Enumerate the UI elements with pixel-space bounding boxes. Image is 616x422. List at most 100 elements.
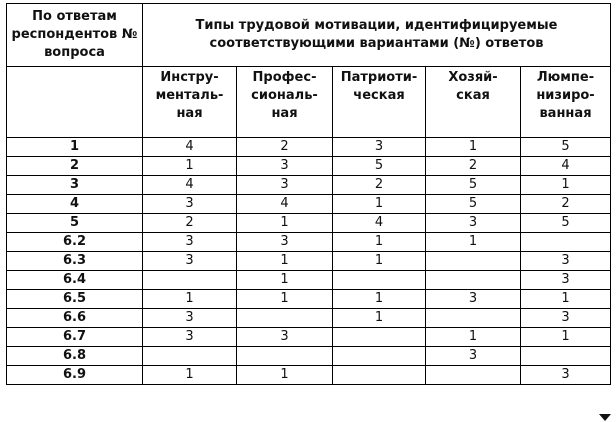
- question-number: 5: [6, 213, 143, 233]
- answer-cell: [519, 232, 612, 252]
- column-header-row: Инстру- менталь- ная Профес- сиональ- ная…: [6, 66, 612, 138]
- answer-cell: 3: [142, 232, 237, 252]
- answer-cell: 5: [332, 156, 426, 176]
- question-number: 4: [6, 194, 143, 214]
- group-header: Типы трудовой мотивации, идентифицируемы…: [141, 3, 612, 67]
- table-row: 6.4 1 3: [6, 270, 612, 290]
- question-number: 3: [6, 175, 143, 195]
- answer-cell: 3: [236, 232, 333, 252]
- empty-header-cell: [6, 66, 143, 138]
- answer-cell: 1: [332, 251, 426, 271]
- motivation-table: По ответам респондентов № вопроса Типы т…: [6, 3, 612, 385]
- answer-cell: 5: [519, 213, 612, 233]
- question-number: 6.2: [6, 232, 143, 252]
- answer-cell: 1: [332, 232, 426, 252]
- answer-cell: 2: [425, 156, 521, 176]
- answer-cell: 3: [425, 289, 521, 309]
- table-row: 6.6 3 1 3: [6, 308, 612, 328]
- answer-cell: 4: [142, 137, 237, 157]
- answer-cell: [236, 346, 333, 366]
- answer-cell: [425, 365, 521, 385]
- answer-cell: 1: [519, 175, 612, 195]
- table-row: 6.2 3 3 1 1: [6, 232, 612, 252]
- answer-cell: 4: [142, 175, 237, 195]
- answer-cell: 3: [519, 270, 612, 290]
- answer-cell: 1: [236, 365, 333, 385]
- answer-cell: 3: [142, 194, 237, 214]
- answer-cell: 1: [236, 213, 333, 233]
- question-number: 6.4: [6, 270, 143, 290]
- answer-cell: 4: [519, 156, 612, 176]
- column-header: Патриоти- ческая: [332, 66, 426, 138]
- answer-cell: 3: [519, 308, 612, 328]
- answer-cell: 3: [236, 175, 333, 195]
- question-number: 6.3: [6, 251, 143, 271]
- answer-cell: [332, 327, 426, 347]
- answer-cell: 1: [425, 232, 521, 252]
- answer-cell: 2: [142, 213, 237, 233]
- answer-cell: [332, 270, 426, 290]
- answer-cell: 1: [425, 137, 521, 157]
- answer-cell: 3: [332, 137, 426, 157]
- header-row: По ответам респондентов № вопроса Типы т…: [6, 3, 612, 67]
- question-number: 6.6: [6, 308, 143, 328]
- answer-cell: 3: [236, 156, 333, 176]
- answer-cell: [519, 346, 612, 366]
- answer-cell: 2: [519, 194, 612, 214]
- question-number: 1: [6, 137, 143, 157]
- answer-cell: 1: [332, 289, 426, 309]
- table-row: 6.9 1 1 3: [6, 365, 612, 385]
- answer-cell: 1: [519, 289, 612, 309]
- answer-cell: [425, 270, 521, 290]
- answer-cell: [142, 346, 237, 366]
- column-header: Хозяй- ская: [425, 66, 521, 138]
- answer-cell: 1: [142, 289, 237, 309]
- question-number: 2: [6, 156, 143, 176]
- answer-cell: 1: [332, 194, 426, 214]
- column-header: Профес- сиональ- ная: [236, 66, 333, 138]
- answer-cell: [142, 270, 237, 290]
- answer-cell: 1: [332, 308, 426, 328]
- answer-cell: 5: [425, 175, 521, 195]
- table-row: 6.7 3 3 1 1: [6, 327, 612, 347]
- answer-cell: 5: [425, 194, 521, 214]
- answer-cell: 1: [519, 327, 612, 347]
- answer-cell: 3: [425, 213, 521, 233]
- answer-cell: 2: [236, 137, 333, 157]
- table-row: 6.8 3: [6, 346, 612, 366]
- column-header: Инстру- менталь- ная: [142, 66, 237, 138]
- question-number: 6.9: [6, 365, 143, 385]
- answer-cell: 4: [236, 194, 333, 214]
- question-number: 6.5: [6, 289, 143, 309]
- column-header: Люмпе- низиро- ванная: [519, 66, 612, 138]
- answer-cell: 3: [425, 346, 521, 366]
- answer-cell: 3: [142, 251, 237, 271]
- answer-cell: [332, 346, 426, 366]
- table-row: 6.5 1 1 1 3 1: [6, 289, 612, 309]
- answer-cell: 1: [236, 270, 333, 290]
- answer-cell: [236, 308, 333, 328]
- triangle-down-icon[interactable]: [599, 414, 611, 421]
- answer-cell: 3: [142, 327, 237, 347]
- table-row: 6.3 3 1 1 3: [6, 251, 612, 271]
- answer-cell: 3: [142, 308, 237, 328]
- answer-cell: 1: [236, 289, 333, 309]
- answer-cell: 1: [425, 327, 521, 347]
- answer-cell: 2: [332, 175, 426, 195]
- question-number: 6.7: [6, 327, 143, 347]
- answer-cell: [425, 308, 521, 328]
- question-number: 6.8: [6, 346, 143, 366]
- answer-cell: 5: [519, 137, 612, 157]
- answer-cell: 3: [519, 251, 612, 271]
- answer-cell: [425, 251, 521, 271]
- answer-cell: 4: [332, 213, 426, 233]
- answer-cell: 1: [142, 365, 237, 385]
- answer-cell: 1: [236, 251, 333, 271]
- answer-cell: 1: [142, 156, 237, 176]
- answer-cell: 3: [236, 327, 333, 347]
